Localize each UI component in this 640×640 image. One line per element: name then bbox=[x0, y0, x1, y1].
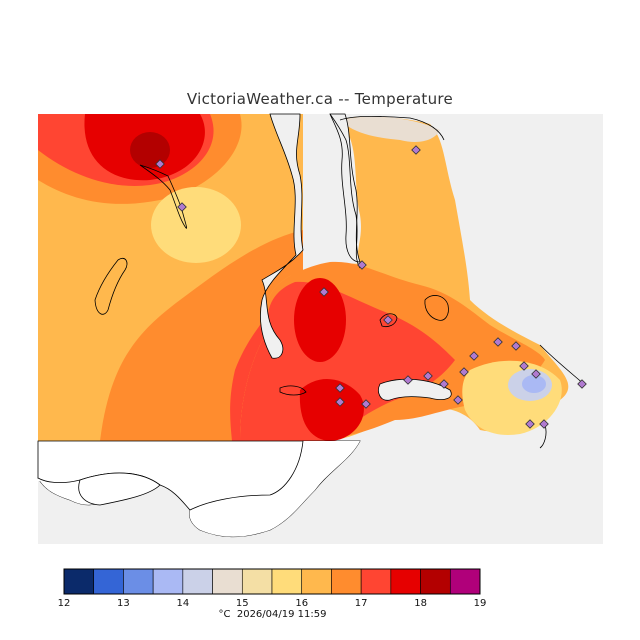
temperature-field bbox=[38, 114, 569, 441]
station-marker bbox=[335, 383, 345, 393]
legend-bin bbox=[301, 568, 332, 595]
water-bodies bbox=[260, 113, 452, 401]
station-marker bbox=[519, 361, 529, 371]
legend-bin bbox=[271, 568, 303, 595]
legend-bin bbox=[63, 568, 95, 595]
temperature-map bbox=[37, 113, 603, 544]
legend-tick-label: 15 bbox=[236, 598, 249, 609]
legend-tick-label: 16 bbox=[295, 598, 308, 609]
legend-bin bbox=[360, 568, 392, 595]
station-marker bbox=[155, 159, 165, 169]
station-marker bbox=[459, 367, 469, 377]
station-markers bbox=[155, 145, 587, 429]
station-marker bbox=[319, 287, 329, 297]
station-marker bbox=[539, 419, 549, 429]
station-marker bbox=[469, 351, 479, 361]
legend-bin bbox=[182, 568, 213, 595]
station-marker bbox=[335, 397, 345, 407]
station-marker bbox=[493, 337, 503, 347]
white-land-peninsula bbox=[78, 472, 161, 506]
legend-tick-label: 14 bbox=[176, 598, 189, 609]
station-marker bbox=[357, 260, 367, 270]
station-marker bbox=[531, 369, 541, 379]
station-marker bbox=[577, 379, 587, 389]
legend-bin bbox=[93, 568, 124, 595]
legend-tick-label: 19 bbox=[474, 598, 487, 609]
legend-bin bbox=[241, 568, 273, 595]
legend-bin bbox=[123, 568, 154, 595]
legend-bin bbox=[420, 568, 451, 595]
legend-bins bbox=[63, 568, 481, 595]
legend-tick-label: 17 bbox=[355, 598, 368, 609]
legend-bin bbox=[449, 568, 481, 595]
station-marker bbox=[453, 395, 463, 405]
white-land-shape bbox=[37, 440, 304, 511]
station-marker bbox=[525, 419, 535, 429]
legend-ticks: 12 13 14 15 16 17 18 19 bbox=[58, 598, 487, 609]
legend-caption: °C 2026/04/19 11:59 bbox=[0, 609, 545, 620]
timestamp: 2026/04/19 11:59 bbox=[236, 609, 327, 620]
legend-bin bbox=[212, 568, 243, 595]
map-title: VictoriaWeather.ca -- Temperature bbox=[186, 90, 454, 108]
station-marker bbox=[423, 371, 433, 381]
station-marker bbox=[411, 145, 421, 155]
station-marker bbox=[403, 375, 413, 385]
station-marker bbox=[439, 379, 449, 389]
legend-tick-label: 13 bbox=[117, 598, 130, 609]
legend-tick-label: 18 bbox=[414, 598, 427, 609]
station-marker bbox=[383, 315, 393, 325]
station-marker bbox=[177, 202, 187, 212]
legend-bin bbox=[152, 568, 184, 595]
station-marker bbox=[361, 399, 371, 409]
legend-bin bbox=[331, 568, 362, 595]
legend-unit: °C bbox=[218, 609, 231, 620]
station-marker bbox=[511, 341, 521, 351]
legend-tick-label: 12 bbox=[58, 598, 71, 609]
legend-frame bbox=[63, 568, 481, 595]
legend-bin bbox=[390, 568, 421, 595]
